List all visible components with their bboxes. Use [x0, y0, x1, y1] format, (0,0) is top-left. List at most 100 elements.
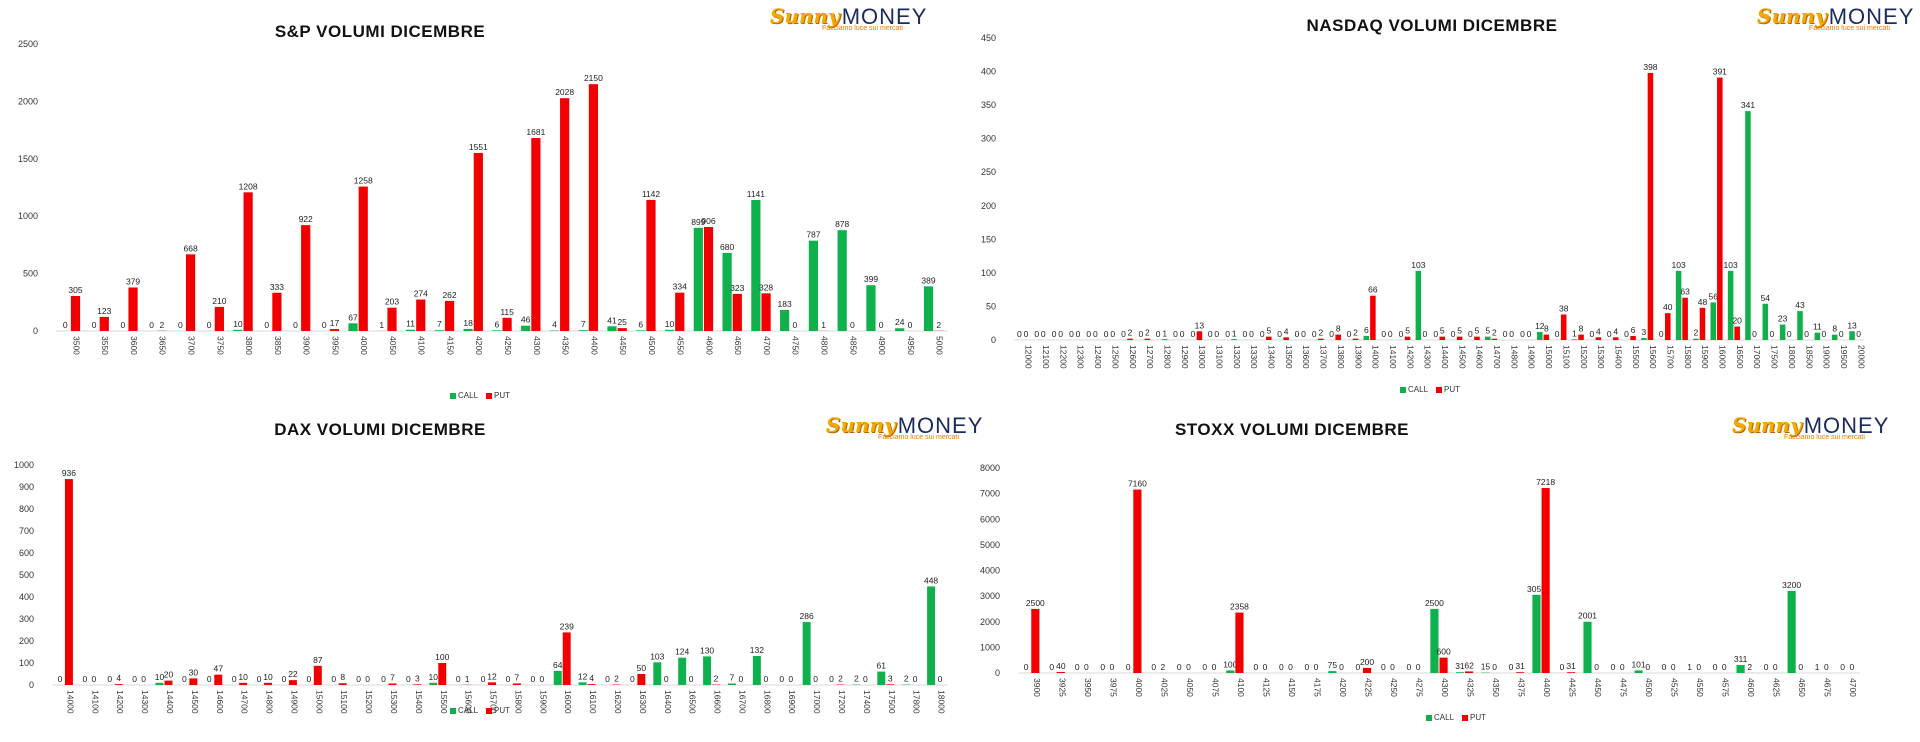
call-data-label: 1141 — [747, 189, 766, 199]
put-data-label: 2 — [1318, 328, 1323, 338]
x-tick-label: 17200 — [837, 690, 847, 714]
put-bar — [1133, 489, 1142, 673]
call-data-label: 41 — [607, 315, 617, 325]
legend-call-label: CALL — [1434, 713, 1455, 722]
call-data-label: 64 — [553, 660, 563, 670]
y-tick-label: 500 — [23, 269, 38, 279]
put-data-label: 5 — [1266, 326, 1271, 336]
legend-put-label: PUT — [494, 391, 511, 400]
put-bar — [646, 199, 656, 331]
put-bar — [488, 682, 497, 685]
x-tick-label: 4100 — [417, 336, 427, 355]
put-bar — [588, 84, 599, 332]
put-bar — [531, 138, 541, 331]
put-bar — [329, 329, 340, 331]
x-tick-label: 4000 — [359, 336, 369, 355]
call-bar — [1814, 332, 1821, 340]
put-bar — [264, 682, 273, 685]
put-data-label: 0 — [938, 674, 943, 684]
call-bar — [492, 330, 502, 331]
x-tick-label: 4425 — [1568, 678, 1578, 697]
call-data-label: 6 — [638, 319, 643, 329]
put-data-label: 2 — [1128, 328, 1133, 338]
y-tick-label: 6000 — [980, 514, 1000, 524]
x-tick-label: 19500 — [1839, 345, 1849, 369]
call-data-label: 10 — [155, 672, 165, 682]
call-bar — [1762, 303, 1769, 340]
x-tick-label: 4950 — [906, 336, 916, 355]
put-data-label: 0 — [1041, 329, 1046, 339]
put-data-label: 1551 — [469, 142, 488, 152]
x-tick-label: 12300 — [1076, 345, 1086, 369]
x-tick-label: 4275 — [1414, 678, 1424, 697]
call-data-label: 0 — [1295, 329, 1300, 339]
call-data-label: 0 — [1433, 329, 1438, 339]
put-data-label: 0 — [1770, 329, 1775, 339]
call-data-label: 1 — [379, 320, 384, 330]
call-data-label: 0 — [1662, 662, 1667, 672]
put-data-label: 0 — [1093, 329, 1098, 339]
put-data-label: 398 — [1643, 62, 1657, 72]
x-tick-label: 12100 — [1041, 345, 1051, 369]
call-bar — [1532, 594, 1541, 673]
put-bar — [338, 683, 347, 685]
x-tick-label: 4850 — [848, 336, 858, 355]
call-data-label: 0 — [1253, 662, 1258, 672]
x-tick-label: 15800 — [513, 690, 523, 714]
put-data-label: 203 — [385, 297, 399, 307]
x-tick-label: 12800 — [1162, 345, 1172, 369]
put-data-label: 7 — [390, 672, 395, 682]
put-data-label: 0 — [1509, 329, 1514, 339]
legend-put-swatch — [486, 392, 493, 399]
x-tick-label: 4650 — [733, 336, 743, 355]
x-tick-label: 4550 — [1695, 678, 1705, 697]
x-tick-label: 18000 — [937, 690, 947, 714]
x-tick-label: 15400 — [1613, 345, 1623, 369]
put-data-label: 2028 — [555, 87, 574, 97]
call-data-label: 10 — [665, 319, 675, 329]
call-data-label: 0 — [107, 674, 112, 684]
put-bar — [675, 292, 685, 331]
y-tick-label: 600 — [19, 548, 34, 558]
legend-call-swatch — [450, 392, 456, 399]
put-data-label: 200 — [1360, 657, 1374, 667]
x-tick-label: 17500 — [1770, 345, 1780, 369]
call-data-label: 0 — [1024, 662, 1029, 672]
put-data-label: 600 — [1436, 647, 1450, 657]
put-data-label: 0 — [1839, 329, 1844, 339]
call-data-label: 2500 — [1425, 598, 1444, 608]
chart-title: STOXX VOLUMI DICEMBRE — [1174, 420, 1410, 439]
put-data-label: 0 — [1696, 662, 1701, 672]
put-bar — [189, 678, 198, 685]
call-bar — [866, 285, 876, 331]
call-data-label: 0 — [1173, 329, 1178, 339]
x-tick-label: 16200 — [613, 690, 623, 714]
put-data-label: 63 — [1680, 287, 1690, 297]
y-tick-label: 200 — [981, 201, 996, 211]
call-data-label: 0 — [1126, 662, 1131, 672]
call-data-label: 3 — [1642, 327, 1647, 337]
call-bar — [1537, 331, 1543, 340]
x-tick-label: 15900 — [538, 690, 548, 714]
put-data-label: 0 — [1492, 662, 1497, 672]
put-data-label: 323 — [730, 283, 744, 293]
call-bar — [1831, 334, 1838, 340]
x-tick-label: 14600 — [215, 690, 225, 714]
legend-call: CALL — [1400, 385, 1428, 394]
put-data-label: 2150 — [584, 73, 603, 83]
put-data-label: 0 — [863, 674, 868, 684]
x-tick-label: 12600 — [1128, 345, 1138, 369]
call-data-label: 0 — [1503, 329, 1508, 339]
call-data-label: 54 — [1761, 293, 1771, 303]
y-tick-label: 700 — [19, 526, 34, 536]
call-data-label: 6 — [495, 319, 500, 329]
put-bar — [1370, 295, 1376, 340]
put-bar — [387, 307, 397, 331]
y-tick-label: 300 — [981, 134, 996, 144]
put-bar — [1543, 334, 1550, 340]
chart-title: NASDAQ VOLUMI DICEMBRE — [1306, 16, 1558, 35]
x-tick-label: 14800 — [265, 690, 275, 714]
brand-word-sunny: Sunny — [1732, 413, 1802, 437]
put-data-label: 2 — [614, 674, 619, 684]
put-data-label: 8 — [1579, 324, 1584, 334]
